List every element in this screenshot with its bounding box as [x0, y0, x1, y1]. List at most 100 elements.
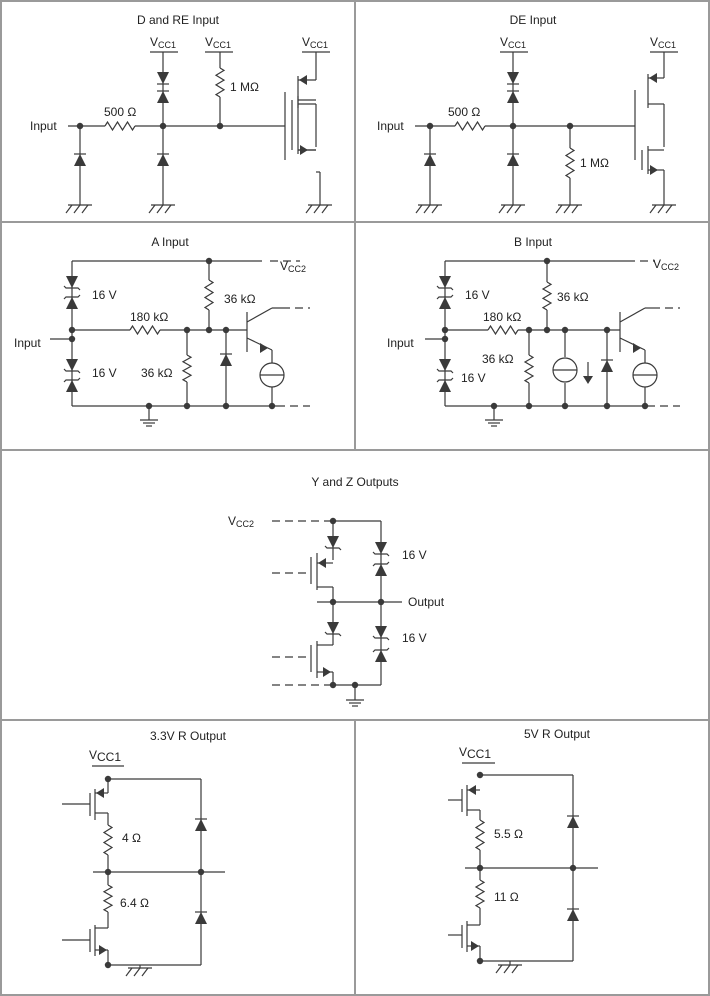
panel-title: DE Input [510, 13, 557, 27]
vcc1-label: VCC1 [302, 35, 328, 50]
arrow [323, 667, 331, 677]
wire [619, 307, 646, 323]
resistor-symbol [454, 120, 486, 132]
zener-bar [436, 285, 454, 291]
vcc2-label: VCC2 [280, 259, 306, 274]
diode-symbol [157, 154, 169, 166]
zener-bar [436, 368, 454, 374]
chassis-ground-icon [503, 964, 511, 974]
resistor-label: 4 Ω [122, 831, 141, 845]
panel-r-output-5v: 5V R Output VCC1 5.5 Ω 11 Ω [459, 727, 591, 904]
junction-dot [222, 402, 230, 410]
resistor-symbol [564, 147, 576, 179]
chassis-ground-icon [514, 204, 522, 214]
zener-label: 16 V [92, 366, 117, 380]
chassis-ground-icon [321, 204, 329, 214]
input-label: Input [30, 119, 57, 133]
diode-symbol [195, 912, 207, 924]
junction-dot [525, 402, 533, 410]
chassis-ground-icon [571, 204, 579, 214]
zener-diode-symbol [439, 380, 451, 392]
resistor-label: 180 kΩ [483, 310, 521, 324]
chassis-ground-icon [423, 204, 431, 214]
zener-bar [372, 647, 390, 653]
arrow [468, 785, 476, 795]
resistor-label: 180 kΩ [130, 310, 168, 324]
panel-r-output-3v3: 3.3V R Output VCC1 4 Ω 6.4 Ω [89, 729, 227, 910]
chassis-ground-icon [511, 964, 519, 974]
zener-diode-symbol [66, 359, 78, 371]
input-label: Input [387, 336, 414, 350]
junction-dot [603, 402, 611, 410]
panel-title: Y and Z Outputs [311, 475, 398, 489]
resistor-label: 1 MΩ [230, 80, 259, 94]
resistor-label: 36 kΩ [557, 290, 589, 304]
zener-bar [63, 285, 81, 291]
chassis-ground-icon [506, 204, 514, 214]
panel-title: B Input [514, 235, 553, 249]
zener-diode-symbol [375, 650, 387, 662]
zener-diode-symbol [66, 297, 78, 309]
junction-dot [183, 402, 191, 410]
zener-bar [372, 551, 390, 557]
resistor-symbol [523, 354, 535, 384]
resistor-label: 11 Ω [494, 890, 519, 904]
output-label: Output [408, 595, 445, 609]
diode-symbol [195, 819, 207, 831]
chassis-ground-icon [125, 967, 133, 977]
zener-bar [63, 294, 81, 300]
panel-title: A Input [151, 235, 189, 249]
resistor-symbol [102, 824, 114, 856]
diode-symbol [220, 354, 232, 366]
chassis-ground-icon [657, 204, 665, 214]
resistor-label: 1 MΩ [580, 156, 609, 170]
resistor-label: 500 Ω [104, 105, 136, 119]
zener-bar [324, 631, 342, 637]
wires [50, 51, 680, 977]
input-label: Input [377, 119, 404, 133]
resistor-label: 36 kΩ [224, 292, 256, 306]
vcc1-label: VCC1 [650, 35, 676, 50]
arrow [649, 73, 657, 83]
diode-symbol [507, 72, 519, 84]
resistor-symbol [214, 67, 226, 98]
resistor-symbol [474, 819, 486, 851]
chassis-ground-icon [305, 204, 313, 214]
diode-symbol [74, 154, 86, 166]
panel-d-re-input: D and RE Input Input 500 Ω 1 MΩ VCC1 VCC… [30, 13, 328, 133]
diode-symbol [567, 909, 579, 921]
zener-diode-symbol [439, 276, 451, 288]
chassis-ground-icon [498, 204, 506, 214]
arrow [99, 945, 107, 955]
resistor-label: 36 kΩ [141, 366, 173, 380]
resistor-symbol [181, 354, 193, 383]
arrow [260, 343, 268, 353]
arrow [471, 941, 479, 951]
panel-title: 3.3V R Output [150, 729, 227, 743]
resistor-symbol [487, 324, 519, 336]
zener-label: 16 V [402, 631, 427, 645]
zener-bar [436, 377, 454, 383]
panel-a-input: A Input Input 16 V 16 V 180 kΩ 36 kΩ 36 … [14, 235, 306, 380]
chassis-ground-icon [156, 204, 164, 214]
chassis-ground-icon [649, 204, 657, 214]
zener-label: 16 V [465, 288, 490, 302]
resistor-symbol [203, 279, 215, 311]
chassis-ground-icon [81, 204, 89, 214]
resistor-symbol [129, 324, 161, 336]
vcc1-label: VCC1 [459, 745, 491, 761]
panel-yz-outputs: Y and Z Outputs VCC2 Output 16 V 16 V [228, 475, 445, 645]
zener-diode-symbol [327, 536, 339, 548]
panel-b-input: B Input Input 16 V 16 V 180 kΩ 36 kΩ 36 … [387, 235, 679, 385]
wire [246, 337, 273, 351]
zener-label: 16 V [402, 548, 427, 562]
chassis-ground-icon [148, 204, 156, 214]
zener-label: 16 V [461, 371, 486, 385]
diode-symbol [424, 154, 436, 166]
resistor-symbol [102, 884, 114, 913]
diode-symbol [157, 72, 169, 84]
arrow [633, 343, 641, 353]
vcc1-label: VCC1 [500, 35, 526, 50]
